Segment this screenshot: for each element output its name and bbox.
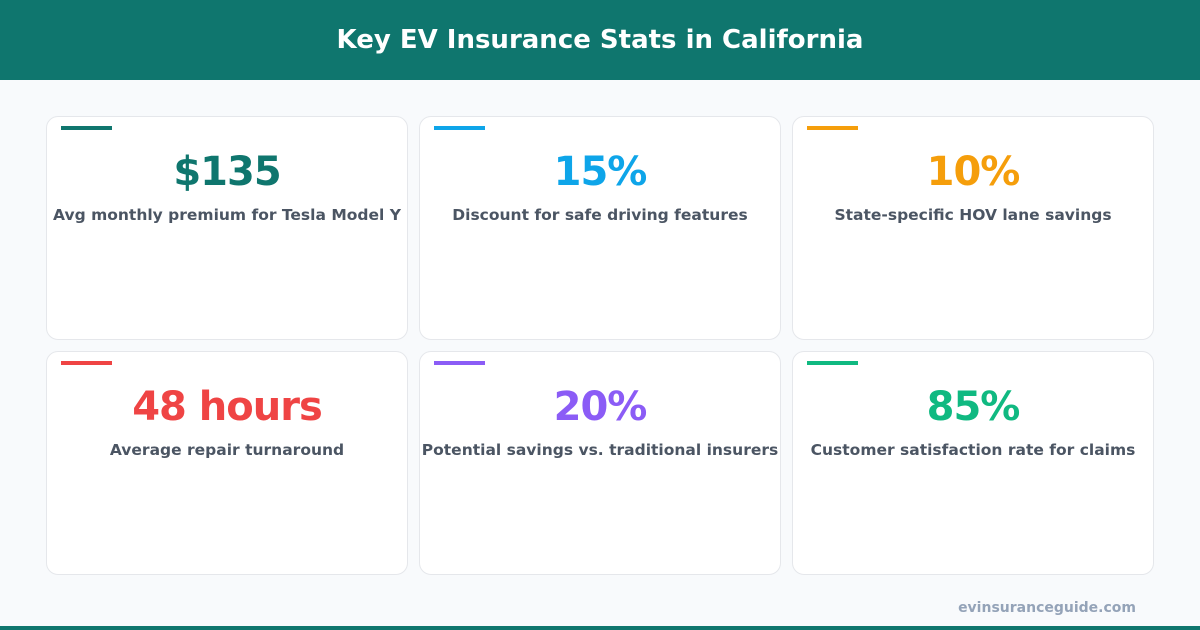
accent-bar <box>807 361 858 365</box>
stat-card: 20% Potential savings vs. traditional in… <box>419 351 781 575</box>
stat-value: 10% <box>926 149 1021 195</box>
site-url: evinsuranceguide.com <box>958 600 1136 616</box>
bottom-bar <box>0 626 1200 630</box>
accent-bar <box>807 126 858 130</box>
accent-bar <box>434 361 485 365</box>
header: Key EV Insurance Stats in California <box>0 0 1200 80</box>
stat-card: 48 hours Average repair turnaround <box>46 351 408 575</box>
accent-bar <box>434 126 485 130</box>
stat-label: Avg monthly premium for Tesla Model Y <box>53 206 401 224</box>
stat-label: State-specific HOV lane savings <box>834 206 1112 224</box>
stat-value: 48 hours <box>132 384 323 430</box>
stat-label: Discount for safe driving features <box>452 206 748 224</box>
stat-value: 85% <box>926 384 1021 430</box>
stat-card: 10% State-specific HOV lane savings <box>792 116 1154 340</box>
stat-label: Potential savings vs. traditional insure… <box>421 441 779 459</box>
stat-label: Customer satisfaction rate for claims <box>810 441 1136 459</box>
stat-card: 85% Customer satisfaction rate for claim… <box>792 351 1154 575</box>
stat-label: Average repair turnaround <box>109 441 345 459</box>
stat-value: $135 <box>173 149 281 195</box>
accent-bar <box>61 361 112 365</box>
stat-card: 15% Discount for safe driving features <box>419 116 781 340</box>
accent-bar <box>61 126 112 130</box>
stat-value: 15% <box>553 149 648 195</box>
stat-card: $135 Avg monthly premium for Tesla Model… <box>46 116 408 340</box>
stat-value: 20% <box>553 384 648 430</box>
page-title: Key EV Insurance Stats in California <box>336 25 864 55</box>
